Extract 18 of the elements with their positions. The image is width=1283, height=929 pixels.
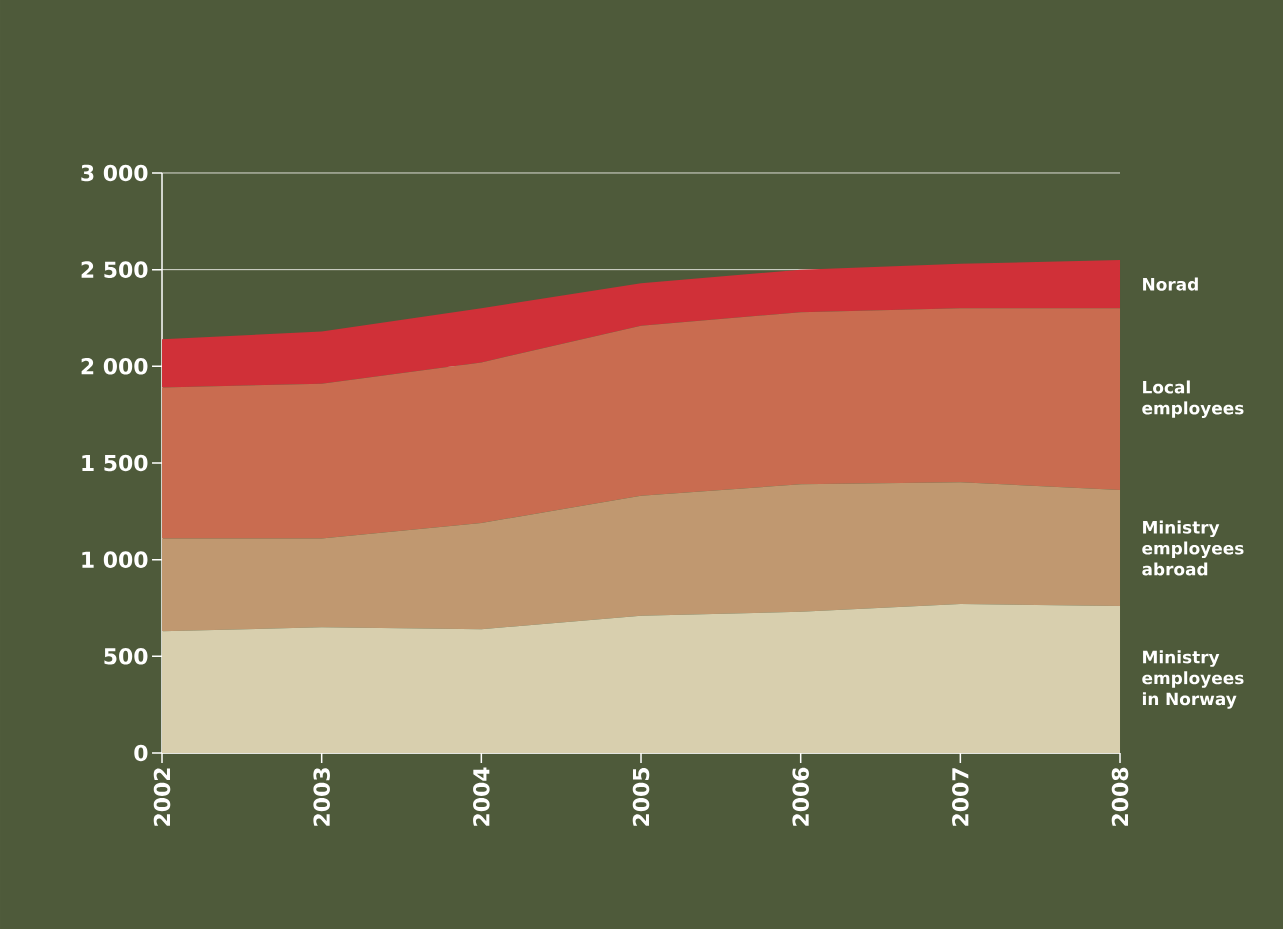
x-tick-label: 2003 <box>313 768 330 826</box>
y-tick-label: 3 000 <box>81 164 148 182</box>
y-tick-label: 500 <box>104 648 148 665</box>
x-tick-label: 2004 <box>473 767 490 826</box>
x-tick-label: 2002 <box>153 768 171 826</box>
series-label: Local employees <box>1142 380 1244 418</box>
series-label: Ministry employees in Norway <box>1142 650 1244 709</box>
series-label: Norad <box>1143 277 1198 291</box>
x-tick-label: 2005 <box>632 768 650 826</box>
y-tick-label: 2 000 <box>81 358 148 375</box>
x-tick-label: 2006 <box>792 767 809 826</box>
y-tick-label: 1 000 <box>82 551 148 568</box>
x-tick-label: 2007 <box>952 768 969 826</box>
y-tick-label: 2 500 <box>81 261 148 278</box>
x-tick-label: 2008 <box>1111 767 1129 826</box>
y-tick-label: 1 500 <box>82 454 148 472</box>
series-label: Ministry employees abroad <box>1142 520 1244 576</box>
y-tick-label: 0 <box>134 744 148 762</box>
